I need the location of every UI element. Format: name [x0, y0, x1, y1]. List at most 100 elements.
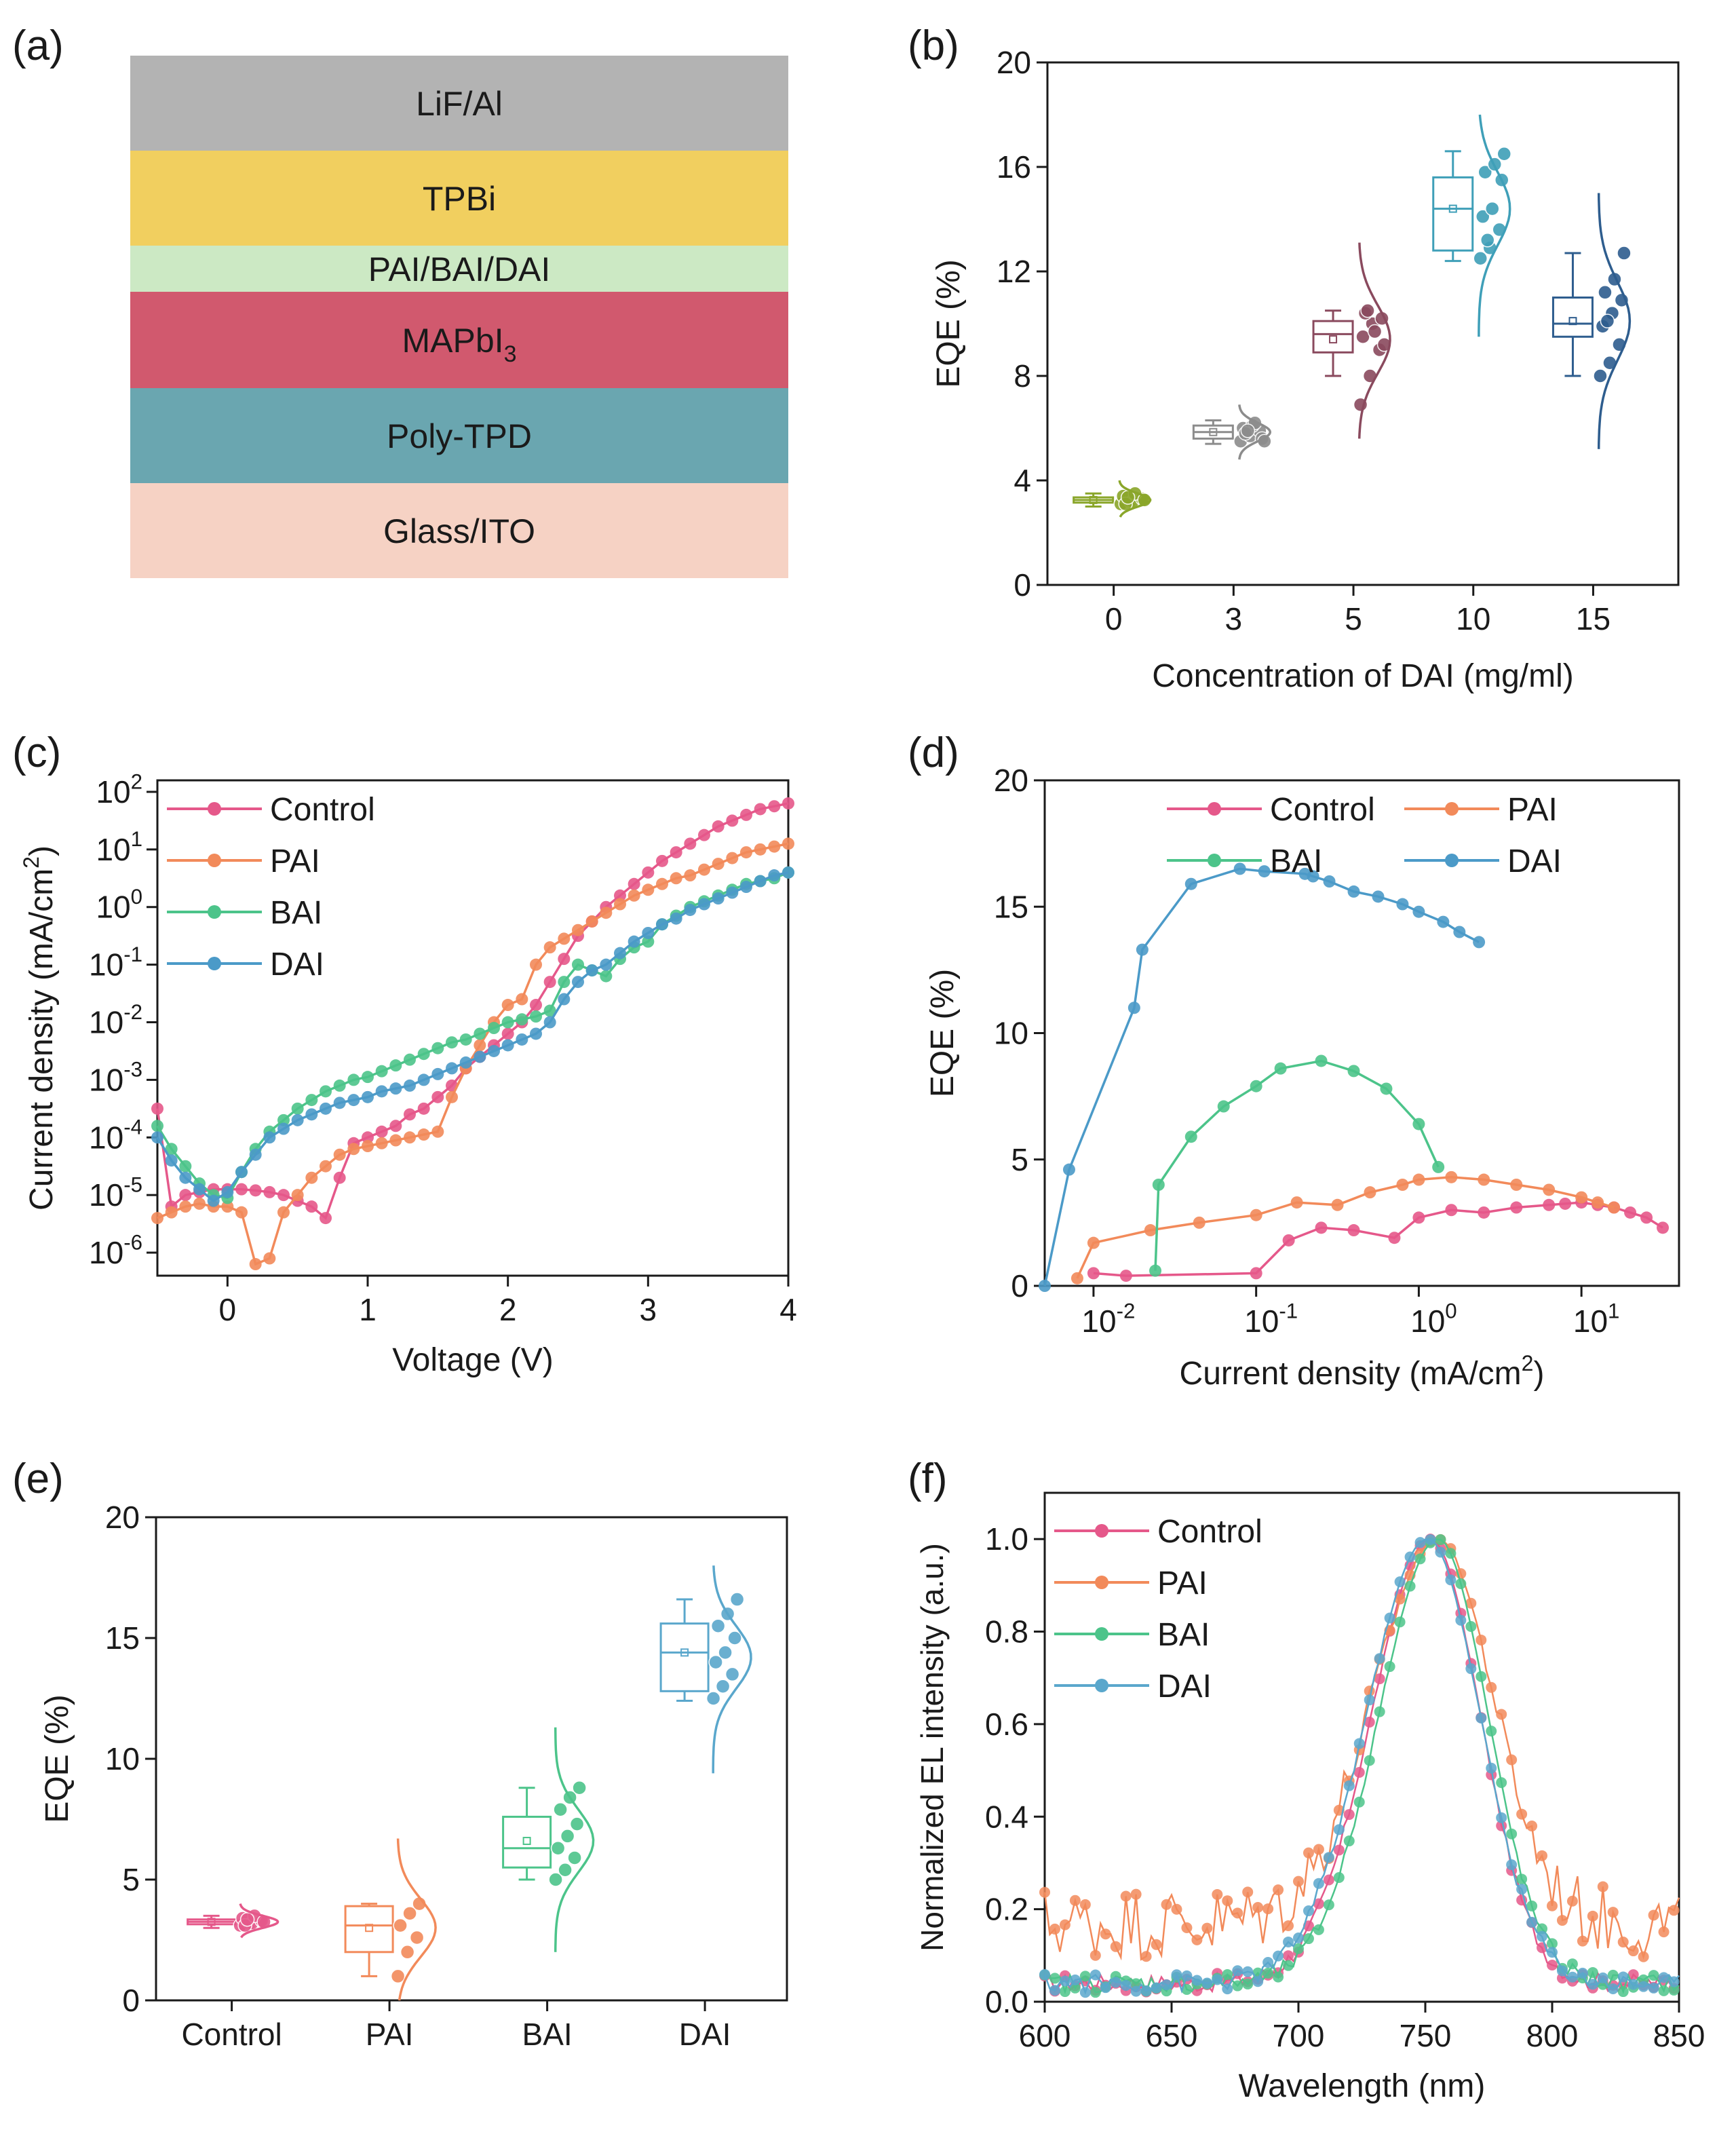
panel-e-label: (e) [12, 1455, 64, 1502]
mean-1 [365, 1924, 374, 1933]
xtick--1-label: 10-1 [1244, 1299, 1298, 1339]
ytick-0-label-exp: 0 [131, 885, 142, 909]
legend-PAI-marker [208, 854, 221, 867]
series-point-Control-8 [263, 1185, 276, 1198]
series-point-BAI-10 [1089, 1987, 1101, 1998]
series-point-BAI-72 [1404, 1580, 1416, 1592]
series-point-BAI-82 [1455, 1578, 1467, 1590]
series-point-BAI-56 [1323, 1899, 1334, 1911]
point-3-3 [1475, 209, 1490, 224]
ytick-0-label-base: 10 [96, 890, 130, 925]
series-point-DAI-116 [1627, 1979, 1639, 1990]
series-point-BAI-112 [1607, 1969, 1619, 1981]
series-point-PAI-3 [1193, 1216, 1205, 1229]
layer-label-3: MAPbI3 [402, 322, 517, 367]
series-point-DAI-78 [1435, 1546, 1446, 1558]
series-point-Control-9 [1478, 1206, 1490, 1219]
series-point-PAI-20 [431, 1125, 444, 1138]
series-point-BAI-20 [431, 1042, 444, 1054]
series-point-Control-27 [530, 999, 542, 1012]
series-point-PAI-44 [1262, 1903, 1274, 1915]
series-point-Control-10 [1510, 1201, 1523, 1214]
series-point-PAI-26 [516, 993, 528, 1006]
ytick-12-label: 12 [997, 254, 1031, 289]
series-point-DAI-102 [1556, 1965, 1568, 1977]
series-point-Control-40 [712, 820, 725, 833]
ytick-1-label: 101 [96, 827, 142, 867]
series-point-Control-2 [1250, 1267, 1262, 1280]
series-point-BAI-122 [1658, 1985, 1670, 1996]
series-point-DAI-3 [1136, 943, 1149, 956]
series-point-DAI-19 [417, 1073, 430, 1086]
series-point-DAI-6 [1258, 865, 1271, 878]
series-point-DAI-104 [1566, 1971, 1578, 1983]
xtick-3-label: 3 [1225, 601, 1243, 636]
xtick-5-label: 5 [1345, 601, 1362, 636]
series-point-Control-37 [670, 846, 682, 859]
series-point-Control-54 [1313, 1898, 1324, 1909]
panel-f-label: (f) [908, 1455, 948, 1502]
series-point-Control-12 [1559, 1197, 1572, 1210]
series-point-DAI-45 [782, 866, 794, 879]
ytick-4-label: 0.8 [985, 1614, 1028, 1650]
legend-Control-marker [1095, 1524, 1108, 1538]
series-point-Control-17 [1640, 1211, 1653, 1224]
series-point-DAI-22 [1151, 1982, 1162, 1994]
series-point-PAI-34 [1212, 1888, 1223, 1900]
series-point-Control-56 [1323, 1874, 1334, 1886]
series-line-Control [1044, 1538, 1680, 1994]
series-point-BAI-84 [1465, 1621, 1477, 1633]
series-line-BAI [156, 871, 789, 1200]
series-line-DAI [156, 871, 789, 1202]
series-point-DAI-4 [207, 1194, 220, 1207]
series-point-Control-4 [1315, 1221, 1328, 1234]
legend-BAI-text: BAI [1157, 1617, 1210, 1653]
series-point-PAI-122 [1658, 1926, 1670, 1938]
plot-frame [156, 779, 790, 1277]
series-point-PAI-23 [474, 1039, 486, 1052]
series-line-Control [156, 802, 789, 1221]
series-point-PAI-30 [1191, 1934, 1203, 1945]
box-2 [502, 1815, 552, 1869]
series-point-BAI-90 [1496, 1777, 1507, 1789]
series-point-DAI-10 [1089, 1969, 1101, 1981]
xtick--1-label-base: 10 [1244, 1303, 1279, 1339]
series-point-DAI-0 [151, 1131, 163, 1144]
series-point-DAI-110 [1597, 1972, 1608, 1983]
series-point-DAI-76 [1425, 1534, 1436, 1545]
point-4-9 [1600, 313, 1615, 328]
point-3-8 [729, 1592, 745, 1607]
point-3-4 [718, 1645, 733, 1660]
series-point-Control-62 [1353, 1767, 1365, 1778]
point-3-8 [1497, 147, 1511, 161]
legend-DAI-marker [208, 957, 221, 970]
point-1-1 [400, 1945, 415, 1960]
series-point-PAI-26 [1171, 1903, 1182, 1915]
ytick--1-label-base: 10 [89, 947, 123, 983]
series-point-DAI-12 [1396, 898, 1409, 911]
ytick-5-label: 5 [1011, 1142, 1028, 1177]
series-point-DAI-26 [1171, 1969, 1182, 1981]
point-0-9 [239, 1911, 255, 1927]
xtick-1-label-base: 10 [1573, 1303, 1608, 1339]
series-point-Control-45 [782, 797, 794, 810]
series-point-DAI-41 [726, 886, 739, 899]
xtick-0-label: 0 [1105, 601, 1123, 636]
ytick-2-label: 102 [96, 769, 142, 810]
series-point-BAI-0 [1149, 1264, 1162, 1277]
series-point-PAI-35 [642, 883, 655, 896]
series-point-BAI-58 [1333, 1872, 1345, 1884]
ytick-2-label-base: 10 [96, 774, 130, 810]
series-point-BAI-3 [1217, 1100, 1230, 1113]
point-1-2 [409, 1930, 425, 1945]
series-point-DAI-48 [1283, 1936, 1294, 1947]
series-point-PAI-9 [1412, 1173, 1425, 1186]
series-point-BAI-104 [1566, 1958, 1578, 1970]
series-point-DAI-14 [1110, 1977, 1121, 1988]
series-point-DAI-66 [1374, 1653, 1385, 1664]
series-point-BAI-88 [1486, 1726, 1497, 1737]
point-2-7 [1367, 324, 1383, 339]
series-point-DAI-122 [1658, 1972, 1670, 1983]
series-point-DAI-46 [1273, 1950, 1284, 1962]
series-point-DAI-21 [446, 1062, 458, 1075]
